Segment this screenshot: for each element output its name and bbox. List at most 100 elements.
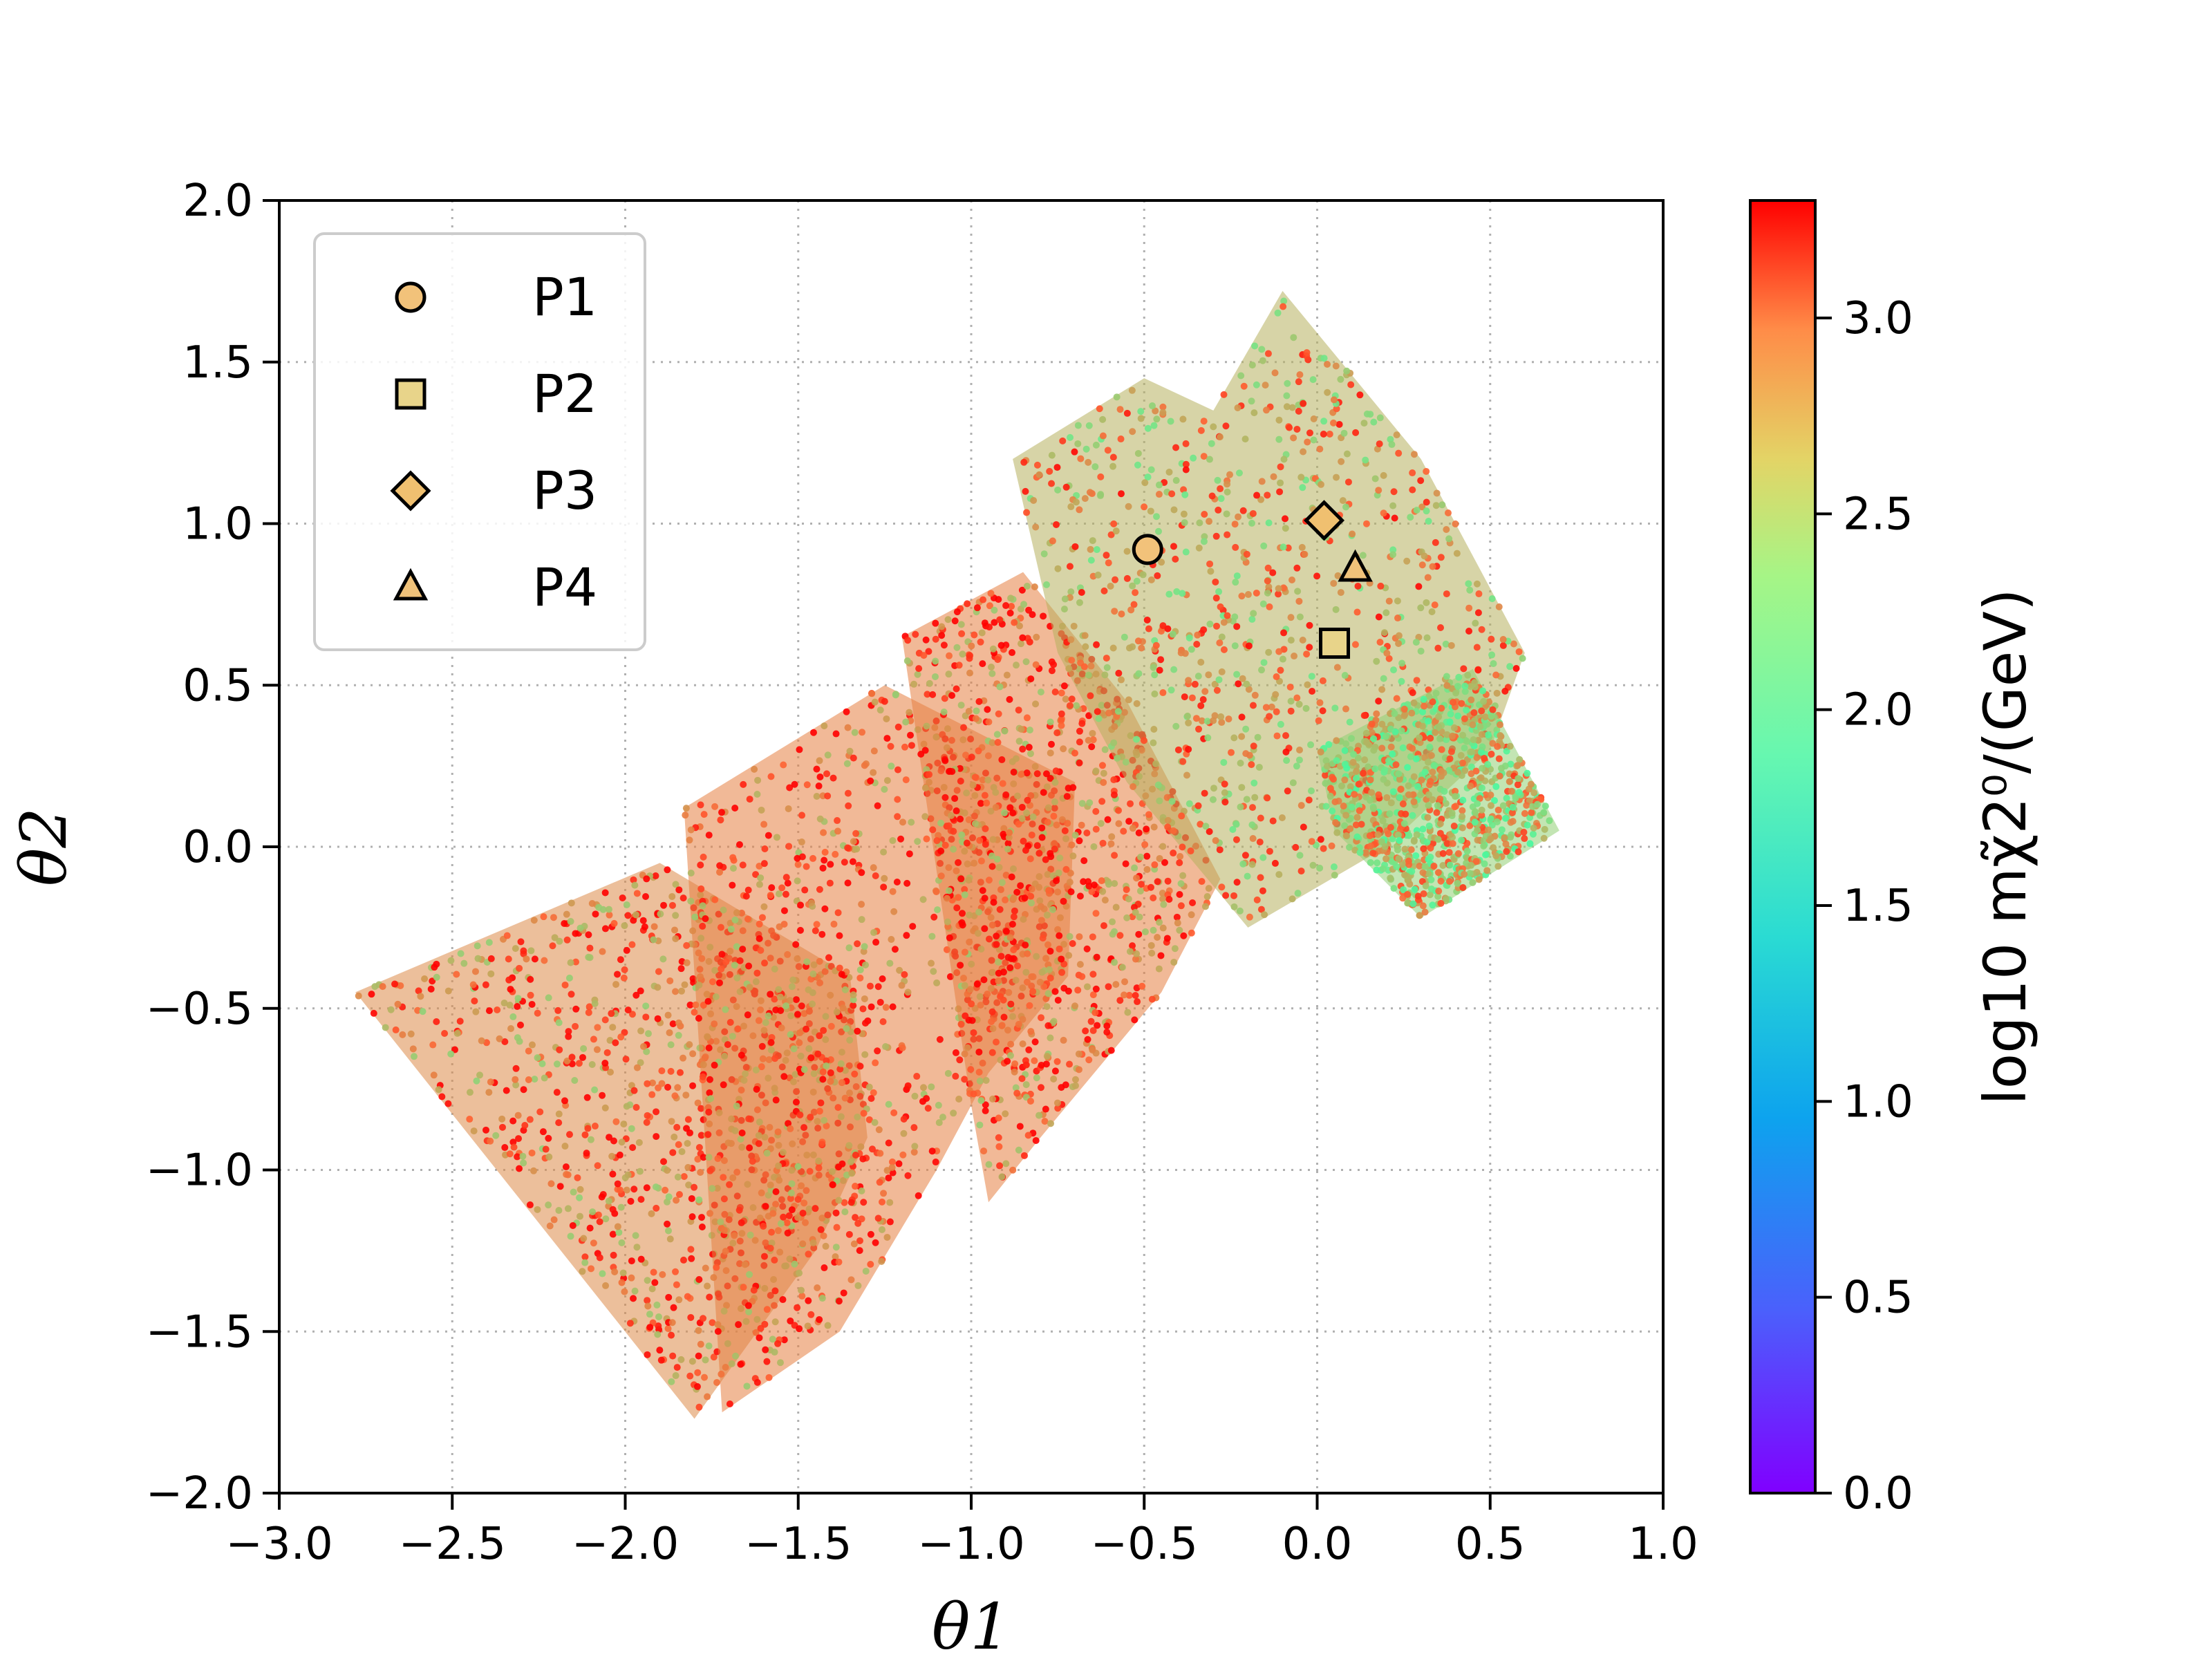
scatter-point [1048, 480, 1056, 487]
scatter-point [813, 921, 821, 928]
scatter-point [1209, 796, 1217, 803]
scatter-point [1233, 623, 1241, 630]
scatter-point [807, 1054, 815, 1062]
scatter-point [1232, 543, 1239, 551]
scatter-point [731, 1232, 738, 1239]
scatter-point [394, 1000, 402, 1008]
scatter-point [1190, 454, 1197, 462]
scatter-point [1413, 677, 1421, 684]
scatter-point [953, 867, 960, 874]
scatter-point [752, 871, 760, 879]
scatter-point [937, 872, 945, 880]
scatter-point [636, 1168, 644, 1175]
scatter-point [1156, 919, 1163, 926]
scatter-point [1385, 757, 1393, 765]
scatter-point [977, 946, 985, 953]
scatter-point [818, 1141, 826, 1148]
scatter-point [1135, 829, 1143, 836]
scatter-point [1148, 995, 1156, 1003]
scatter-point [1035, 471, 1043, 478]
scatter-point [1141, 841, 1149, 848]
scatter-point [967, 1066, 975, 1074]
scatter-point [1465, 580, 1472, 588]
scatter-point [1326, 430, 1333, 438]
scatter-point [514, 995, 522, 1002]
scatter-point [512, 945, 519, 953]
scatter-point [1150, 823, 1158, 831]
scatter-point [1170, 543, 1177, 550]
scatter-point [1133, 984, 1141, 992]
scatter-point [1352, 429, 1360, 436]
scatter-point [1423, 507, 1430, 515]
scatter-point [664, 1011, 672, 1019]
scatter-point [673, 1123, 681, 1131]
scatter-point [819, 864, 827, 872]
scatter-point [986, 624, 993, 631]
scatter-point [966, 655, 973, 662]
scatter-point [812, 1205, 819, 1212]
scatter-point [1125, 991, 1133, 999]
scatter-point [1404, 890, 1412, 898]
scatter-point [785, 805, 792, 812]
scatter-point [758, 914, 766, 921]
scatter-point [820, 1027, 827, 1034]
scatter-point [728, 1360, 735, 1367]
scatter-point [1083, 829, 1091, 836]
scatter-point [572, 1022, 579, 1030]
scatter-point [1436, 830, 1444, 837]
scatter-point [874, 802, 881, 809]
scatter-point [1319, 677, 1327, 684]
scatter-point [906, 850, 913, 858]
scatter-point [561, 1097, 569, 1105]
scatter-point [1342, 705, 1350, 713]
scatter-point [1495, 603, 1503, 610]
x-tick-label-5: −0.5 [1091, 1519, 1198, 1570]
scatter-point [523, 955, 530, 963]
scatter-point [1407, 753, 1414, 760]
scatter-point [932, 1159, 939, 1166]
scatter-point [1452, 787, 1459, 795]
scatter-point [1014, 962, 1022, 970]
scatter-point [1332, 362, 1340, 370]
scatter-point [1070, 622, 1078, 630]
scatter-point [843, 708, 850, 715]
scatter-point [641, 923, 648, 930]
scatter-point [1066, 1060, 1074, 1068]
scatter-point [1138, 747, 1145, 754]
scatter-point [1092, 807, 1100, 815]
scatter-point [648, 1210, 655, 1217]
scatter-point [1466, 586, 1474, 594]
scatter-point [740, 1022, 748, 1030]
scatter-point [1075, 1066, 1082, 1074]
scatter-point [813, 793, 821, 800]
scatter-point [688, 1255, 695, 1262]
scatter-point [1018, 586, 1026, 594]
scatter-point [1480, 697, 1488, 705]
scatter-point [1159, 622, 1167, 630]
scatter-point [815, 1157, 823, 1165]
scatter-point [673, 1364, 681, 1371]
scatter-point [639, 1042, 647, 1050]
scatter-point [1427, 853, 1434, 861]
scatter-point [1244, 872, 1251, 880]
scatter-point [1250, 610, 1257, 617]
scatter-point [1172, 555, 1179, 563]
scatter-point [790, 1045, 798, 1053]
scatter-point [1269, 817, 1277, 825]
scatter-point [971, 774, 979, 781]
scatter-point [851, 1070, 859, 1078]
scatter-point [593, 1046, 601, 1053]
scatter-point [1022, 1081, 1030, 1089]
scatter-point [1347, 825, 1354, 832]
scatter-point [773, 834, 780, 841]
scatter-point [948, 692, 956, 700]
scatter-point [1085, 422, 1093, 429]
scatter-point [1006, 695, 1013, 703]
scatter-point [1025, 744, 1033, 751]
scatter-point [1176, 859, 1183, 867]
scatter-point [1445, 535, 1453, 543]
scatter-point [995, 946, 1003, 953]
scatter-point [1478, 812, 1485, 819]
scatter-point [1409, 900, 1417, 908]
